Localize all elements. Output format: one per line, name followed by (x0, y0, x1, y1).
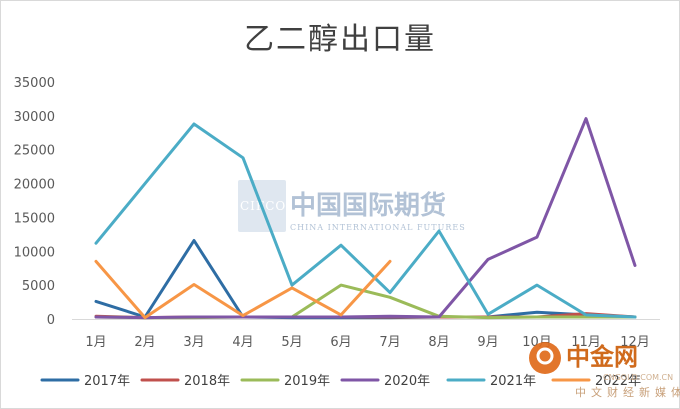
x-tick-label: 7月 (379, 335, 400, 350)
legend-label: 2022年 (595, 374, 641, 389)
legend-label: 2019年 (284, 374, 330, 389)
y-tick-label: 15000 (14, 211, 55, 226)
y-tick-label: 25000 (14, 144, 55, 159)
x-tick-label: 5月 (281, 335, 302, 350)
x-tick-label: 2月 (134, 335, 155, 350)
series-lines (94, 117, 637, 320)
legend-label: 2021年 (490, 374, 536, 389)
x-tick-label: 4月 (232, 335, 253, 350)
legend-label: 2020年 (384, 374, 430, 389)
x-tick-label: 8月 (428, 335, 449, 350)
x-axis: 1月 2月 3月 4月 5月 6月 7月 8月 9月 10月 11月 12月 (85, 335, 649, 350)
y-tick-label: 20000 (14, 178, 55, 193)
legend-label: 2017年 (84, 374, 130, 389)
corner-logo-icon (529, 342, 561, 374)
y-tick-label: 10000 (14, 245, 55, 260)
watermark-main-text: 中国国际期货 (290, 190, 446, 221)
y-tick-label: 5000 (22, 279, 55, 294)
y-tick-label: 0 (47, 313, 55, 328)
watermark-sub-text: CHINA INTERNATIONAL FUTURES (290, 223, 466, 232)
corner-logo-tagline: 中文财经新媒体 (575, 385, 680, 399)
legend: 2017年 2018年 2019年 2020年 2021年 2022年 (40, 374, 641, 389)
x-tick-label: 6月 (330, 335, 351, 350)
chart-title: 乙二醇出口量 (244, 22, 436, 57)
x-tick-label: 11月 (571, 335, 601, 350)
x-tick-label: 12月 (620, 335, 650, 350)
corner-logo: 中金网 CNGOLD.COM.CN 中文财经新媒体 (529, 342, 680, 399)
legend-label: 2018年 (184, 374, 230, 389)
y-axis: 0 5000 10000 15000 20000 25000 30000 35000 (14, 76, 55, 328)
x-tick-label: 1月 (85, 335, 106, 350)
series-line-2022年 (94, 259, 392, 320)
y-tick-label: 30000 (14, 110, 55, 125)
series-line-2021年 (94, 122, 637, 319)
x-tick-label: 9月 (477, 335, 498, 350)
watermark: CIFCO 中国国际期货 CHINA INTERNATIONAL FUTURES (238, 180, 466, 232)
corner-logo-name: 中金网 (566, 343, 638, 371)
series-line-2020年 (94, 117, 637, 320)
series-line-2017年 (94, 239, 637, 320)
x-tick-label: 3月 (183, 335, 204, 350)
corner-logo-icon-inner (536, 347, 554, 365)
y-tick-label: 35000 (14, 76, 55, 91)
corner-logo-url: CNGOLD.COM.CN (603, 373, 673, 382)
